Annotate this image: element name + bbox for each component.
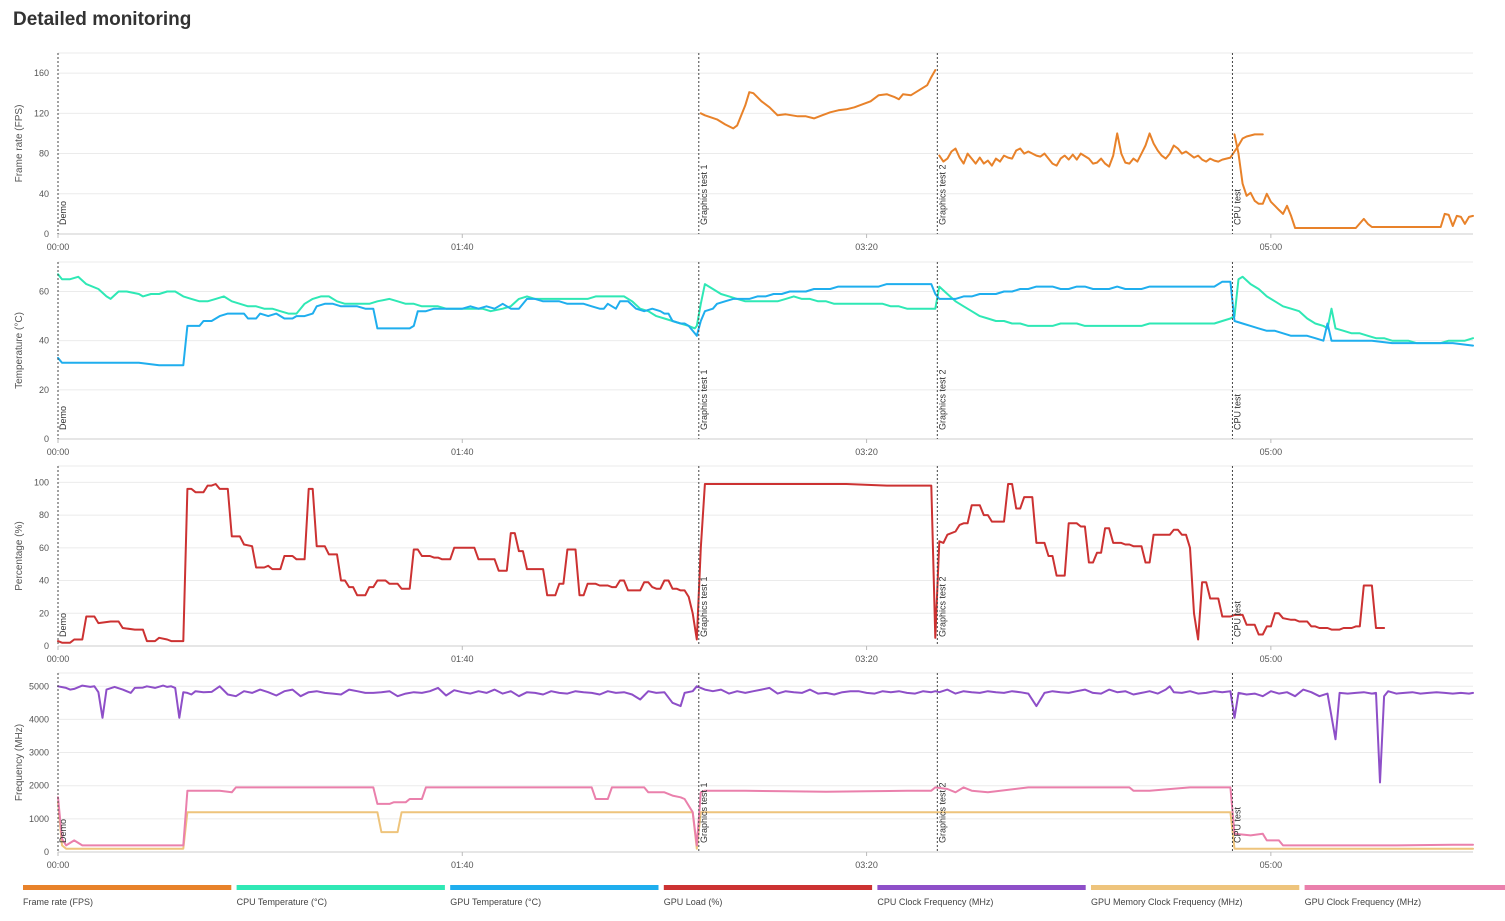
series-line-1-1-0 [57,280,1474,367]
x-tick-label: 00:00 [47,447,70,457]
panel-1: 0 20 40 60 Temperature (°C) 00:00 01:40 03:20 05… [14,261,1474,457]
test-marker-label: Graphics test 2 [937,369,947,430]
legend-item: CPU Clock Frequency (MHz) [877,885,1086,907]
x-tick-label: 03:20 [855,654,878,664]
y-tick-label: 2000 [29,781,49,791]
x-tick-label: 05:00 [1260,242,1283,252]
x-tick-label: 00:00 [47,654,70,664]
legend-swatch [877,885,1086,890]
y-tick-label: 40 [39,576,49,586]
test-marker-label: Demo [58,613,68,637]
y-tick-label: 40 [39,336,49,346]
test-marker-label: CPU test [1232,600,1242,637]
y-tick-label: 60 [39,543,49,553]
legend: Frame rate (FPS) CPU Temperature (°C) GPU … [23,885,1505,907]
y-tick-label: 20 [39,608,49,618]
series-line-3-1-0 [57,801,1474,850]
legend-label: GPU Load (%) [664,897,723,907]
legend-label: GPU Memory Clock Frequency (MHz) [1091,897,1243,907]
y-tick-label: 0 [44,229,49,239]
legend-swatch [1091,885,1300,890]
y-tick-label: 20 [39,385,49,395]
legend-item: GPU Memory Clock Frequency (MHz) [1091,885,1300,907]
x-tick-label: 01:40 [451,447,474,457]
y-axis-label: Percentage (%) [14,521,25,590]
x-tick-label: 01:40 [451,242,474,252]
test-marker-label: Demo [58,201,68,225]
series-line-2-0-0 [57,483,1386,644]
y-axis-label: Frequency (MHz) [14,724,25,801]
legend-label: GPU Temperature (°C) [450,897,541,907]
x-tick-label: 03:20 [855,860,878,870]
y-tick-label: 80 [39,149,49,159]
legend-item: Frame rate (FPS) [23,885,232,907]
series-line-0-0-2 [1233,133,1474,229]
x-tick-label: 00:00 [47,242,70,252]
panel-3: 0 1000 2000 3000 4000 5000 Frequency (MHz) 00:0… [14,672,1474,870]
y-tick-label: 160 [34,68,49,78]
series-line-1-0-0 [57,273,1474,345]
series-line-0-0-1 [938,132,1264,168]
series-line-0-0-0 [699,69,937,130]
chart-panels: 0 40 80 120 160 Frame rate (FPS) 00:00 01:40 03:… [14,52,1474,870]
test-marker-label: Graphics test 2 [937,782,947,843]
legend-item: GPU Load (%) [663,885,873,907]
legend-label: CPU Clock Frequency (MHz) [877,897,993,907]
y-tick-label: 1000 [29,814,49,824]
page-title: Detailed monitoring [13,9,191,30]
test-marker-label: Demo [58,819,68,843]
legend-item: GPU Temperature (°C) [450,885,659,907]
test-marker-label: Demo [58,406,68,430]
y-axis-label: Temperature (°C) [14,312,25,389]
y-tick-label: 0 [44,641,49,651]
panel-2: 0 20 40 60 80 100 Percentage (%) 00:00 01:40 03:2… [14,465,1473,664]
x-tick-label: 05:00 [1260,860,1283,870]
y-tick-label: 60 [39,287,49,297]
y-tick-label: 120 [34,108,49,118]
x-tick-label: 05:00 [1260,447,1283,457]
test-marker-label: Graphics test 1 [699,164,709,225]
legend-item: CPU Temperature (°C) [236,885,445,907]
series-line-3-0-0 [57,684,1474,784]
x-tick-label: 03:20 [855,242,878,252]
x-tick-label: 01:40 [451,860,474,870]
y-tick-label: 40 [39,189,49,199]
legend-swatch [450,885,659,890]
y-tick-label: 100 [34,477,49,487]
x-tick-label: 00:00 [47,860,70,870]
legend-label: Frame rate (FPS) [23,897,93,907]
y-tick-label: 4000 [29,714,49,724]
test-marker-label: Graphics test 1 [699,782,709,843]
y-tick-label: 3000 [29,748,49,758]
x-tick-label: 05:00 [1260,654,1283,664]
legend-swatch [663,885,873,890]
test-marker-label: CPU test [1232,806,1242,843]
y-tick-label: 80 [39,510,49,520]
y-tick-label: 0 [44,847,49,857]
test-marker-label: Graphics test 2 [937,576,947,637]
x-tick-label: 01:40 [451,654,474,664]
legend-swatch [23,885,232,890]
y-tick-label: 0 [44,434,49,444]
legend-swatch [1304,885,1505,890]
legend-item: GPU Clock Frequency (MHz) [1304,885,1505,907]
panel-0: 0 40 80 120 160 Frame rate (FPS) 00:00 01:40 03:… [14,52,1474,252]
y-tick-label: 5000 [29,681,49,691]
legend-label: GPU Clock Frequency (MHz) [1305,897,1422,907]
test-marker-label: Graphics test 1 [699,576,709,637]
y-axis-label: Frame rate (FPS) [14,105,25,183]
series-line-3-2-0 [57,786,1474,847]
test-marker-label: Graphics test 1 [699,369,709,430]
test-marker-label: CPU test [1232,188,1242,225]
test-marker-label: Graphics test 2 [937,164,947,225]
legend-swatch [236,885,445,890]
x-tick-label: 03:20 [855,447,878,457]
test-marker-label: CPU test [1232,393,1242,430]
legend-label: CPU Temperature (°C) [237,897,327,907]
